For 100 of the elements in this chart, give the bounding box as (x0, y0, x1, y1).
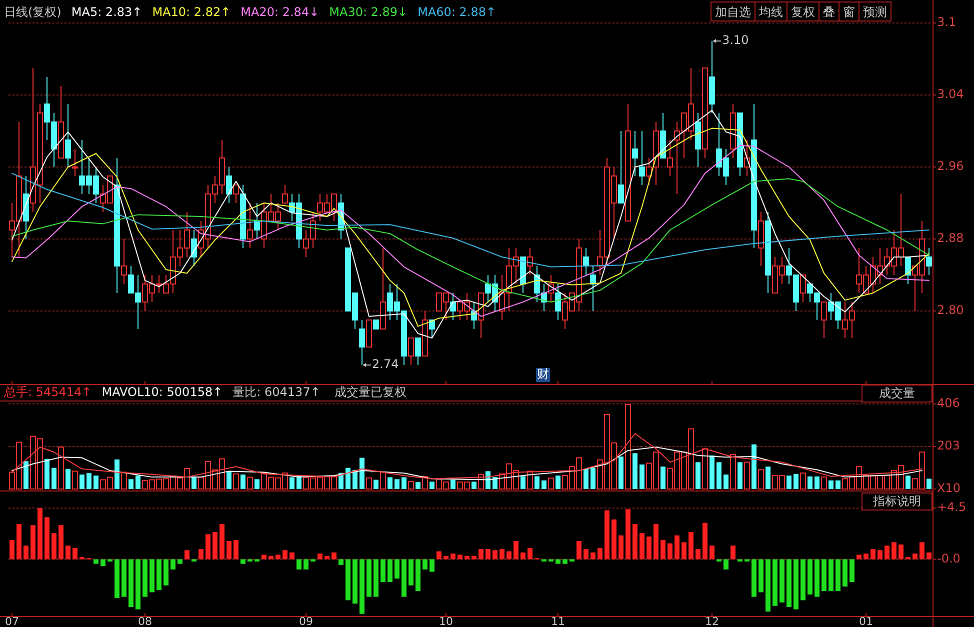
bar (492, 550, 498, 560)
bar (394, 559, 400, 579)
y-tick-label: 3.1 (937, 15, 956, 30)
bar (234, 540, 238, 560)
bar (884, 546, 890, 560)
bar (436, 551, 442, 560)
bar (44, 517, 50, 560)
bar (408, 481, 414, 490)
y-tick-label: 2.80 (937, 303, 964, 318)
bar (262, 554, 266, 560)
bar (30, 525, 36, 560)
chart-title: 成交量 (879, 386, 915, 400)
annotation: 财 (537, 367, 549, 382)
bar (688, 532, 694, 560)
bar (254, 479, 260, 489)
bar (206, 534, 210, 560)
bar (346, 468, 350, 489)
bar (632, 453, 638, 489)
bar (44, 458, 50, 489)
bar (808, 476, 812, 489)
bar (836, 480, 840, 489)
bar (772, 559, 778, 606)
bar (870, 549, 876, 560)
bar (16, 524, 22, 560)
bar (646, 536, 652, 560)
bar (122, 559, 126, 597)
bar (766, 466, 770, 489)
bar (906, 476, 910, 489)
bar (240, 559, 246, 564)
bar (842, 559, 848, 587)
bar (668, 543, 672, 560)
bar (66, 546, 70, 560)
bar (80, 556, 84, 560)
bar (632, 524, 638, 560)
bar (402, 559, 406, 597)
bar (590, 468, 596, 489)
bar (710, 455, 714, 489)
bar (821, 476, 827, 490)
bar (422, 559, 428, 570)
bar (492, 477, 498, 489)
bar (752, 444, 756, 489)
bar (828, 559, 834, 592)
bar (744, 462, 750, 490)
bar (233, 473, 239, 490)
bar (730, 454, 736, 490)
bar (710, 546, 714, 560)
chart-title: 指标说明 (872, 494, 921, 508)
bar (324, 556, 330, 560)
bar (738, 462, 742, 489)
bar (618, 535, 624, 560)
bar (226, 541, 232, 560)
bar (296, 559, 302, 570)
bar (534, 476, 540, 489)
bar (374, 559, 378, 597)
bar (198, 549, 204, 560)
bar (912, 554, 918, 560)
bar (10, 540, 14, 560)
annotation: 2.74 (372, 357, 399, 372)
y-tick-label: 3.04 (937, 87, 964, 102)
bar (38, 508, 42, 560)
bar (562, 559, 568, 564)
bar (478, 549, 484, 560)
bar (156, 559, 162, 590)
bar (920, 542, 924, 560)
bar (24, 461, 28, 489)
bar (240, 474, 246, 489)
bar (828, 480, 834, 489)
bar (702, 448, 708, 490)
text: 量比: 604137↑ (232, 385, 320, 399)
bar (814, 476, 820, 489)
bar (514, 541, 518, 560)
bar (850, 559, 854, 582)
bar (472, 556, 476, 560)
bar (184, 550, 190, 560)
bar (766, 559, 770, 612)
bar (836, 559, 840, 592)
bar (58, 525, 64, 560)
text: 加自选 (715, 5, 751, 19)
bar (724, 559, 728, 570)
text: 总手: 545414↑ (3, 385, 92, 399)
bar (338, 559, 344, 565)
bar (58, 446, 64, 490)
text: 叠 (823, 5, 835, 19)
bar (94, 476, 98, 489)
bar (926, 552, 932, 560)
bar (486, 549, 490, 560)
bar (800, 472, 806, 490)
bar (94, 559, 98, 564)
bar (464, 556, 470, 560)
bar (674, 535, 680, 560)
x-tick-label: 09 (299, 615, 313, 627)
text: MA5: 2.83↑ (71, 5, 142, 19)
bar (318, 554, 322, 560)
bar (24, 546, 28, 560)
bar (220, 524, 224, 560)
bar (660, 540, 666, 560)
text: MA20: 2.84↓ (240, 5, 320, 19)
bar (388, 477, 392, 489)
bar (226, 471, 232, 489)
y-tick-label: 203 (937, 438, 960, 453)
